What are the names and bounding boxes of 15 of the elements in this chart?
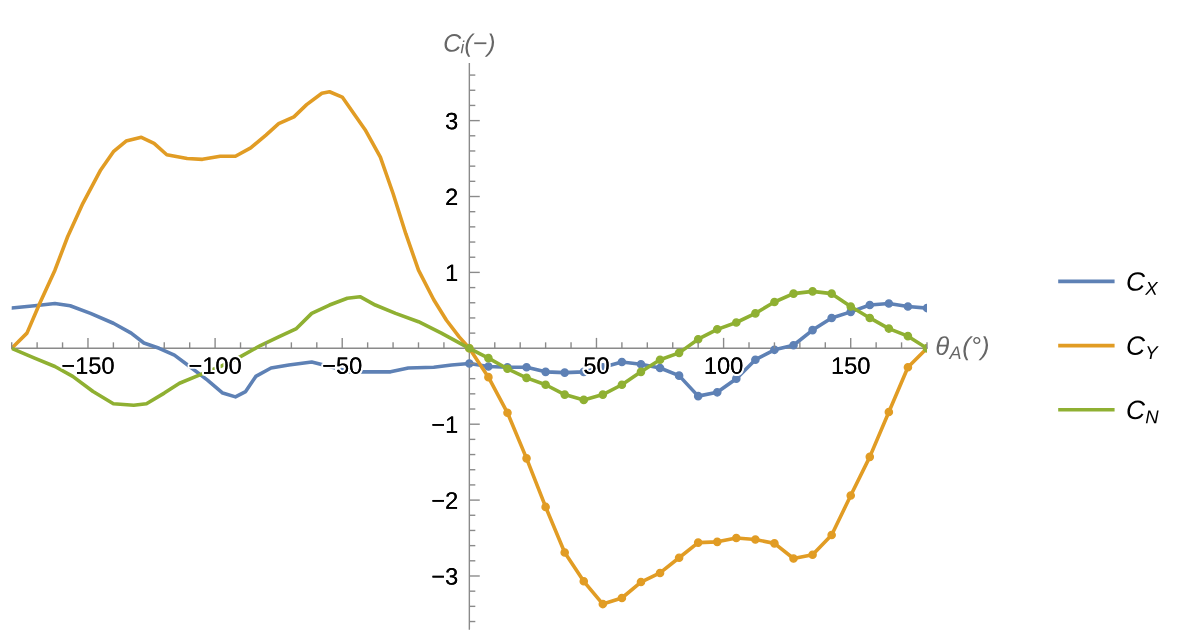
legend-label: C$_{N}$ bbox=[1127, 400, 1159, 424]
y-tick-label: −2 bbox=[432, 492, 458, 509]
x-tick-label: −150 bbox=[62, 357, 114, 374]
y-tick-label: −1 bbox=[432, 416, 458, 433]
y-tick-label: 3 bbox=[446, 112, 458, 130]
x-tick-label: 100 bbox=[705, 357, 743, 374]
y-tick-label: 2 bbox=[446, 188, 458, 206]
x-axis-title: θ$_{A}$(°) bbox=[936, 336, 989, 361]
y-tick-label: 1 bbox=[446, 264, 458, 281]
x-tick-label: 150 bbox=[832, 357, 870, 374]
legend-label: C$_{Y}$ bbox=[1127, 336, 1159, 359]
y-axis-title: Cᵢ(−) bbox=[444, 33, 495, 57]
x-tick-label: 50 bbox=[584, 357, 609, 374]
y-tick-label: −3 bbox=[432, 568, 458, 585]
legend-label: C$_{X}$ bbox=[1127, 272, 1159, 295]
